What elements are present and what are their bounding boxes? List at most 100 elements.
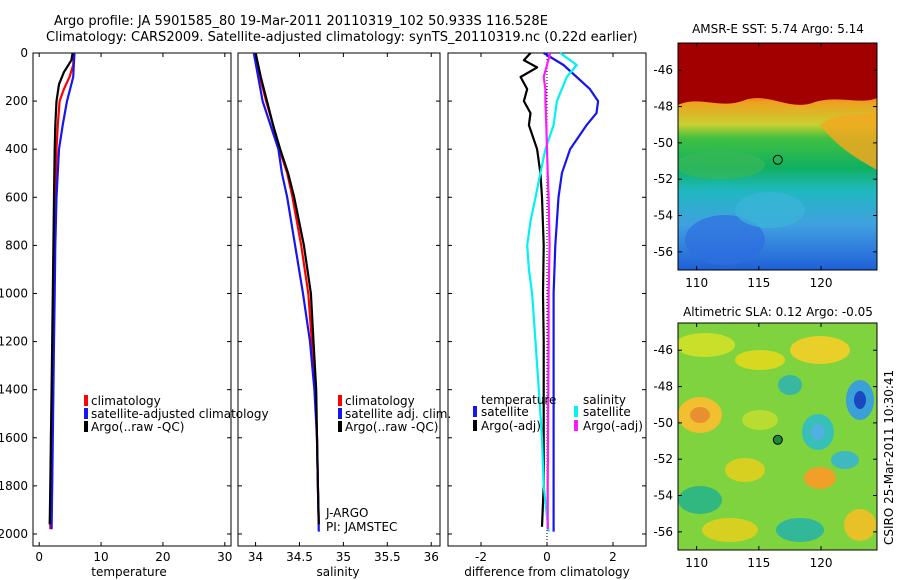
salinity-xlabel: salinity — [316, 565, 359, 579]
sla-blob — [776, 518, 824, 542]
legend-label-argo: Argo(..raw -QC) — [91, 420, 184, 434]
x-tick-label: 20 — [155, 550, 170, 564]
x-tick-label: 34.5 — [286, 550, 313, 564]
header-line-2: Climatology: CARS2009. Satellite-adjuste… — [46, 30, 638, 45]
sla-float-marker — [772, 434, 783, 445]
sst-map-title: AMSR-E SST: 5.74 Argo: 5.14 — [692, 22, 864, 36]
x-tick-label: -2 — [475, 550, 487, 564]
legend-swatch-temp-satellite — [473, 406, 477, 417]
legend-label-sal-satellite: satellite — [583, 405, 631, 419]
x-tick-label: 2 — [609, 550, 617, 564]
sla-map-frame — [677, 322, 878, 551]
y-tick-label: -54 — [653, 209, 673, 223]
temperature-axes-frame — [32, 52, 232, 547]
y-tick-label: 400 — [5, 142, 28, 156]
y-tick-label: 600 — [5, 190, 28, 204]
series-line-satellite-adjusted-climatology — [50, 52, 76, 530]
sst-heatmap — [678, 43, 877, 270]
y-tick-label: 1200 — [0, 335, 28, 349]
sst-green-band — [678, 151, 765, 179]
series-line-argo-raw-qc- — [48, 52, 74, 525]
difference-lines — [519, 52, 600, 532]
temperature-legend: climatology satellite-adjusted climatolo… — [84, 394, 269, 434]
difference-ticks: -2 0 2 — [448, 52, 646, 564]
legend-title-temperature: temperature — [481, 393, 556, 407]
sla-blob — [844, 509, 876, 541]
salinity-legend: climatology satellite adj. clim. Argo(..… — [338, 394, 451, 434]
y-tick-label: 2000 — [0, 527, 28, 541]
series-line-temperature-argo-adj- — [519, 52, 545, 527]
series-line-salinity-satellite — [526, 52, 578, 532]
legend-swatch-sal-satellite — [574, 406, 578, 417]
salinity-annotation-pi: PI: JAMSTEC — [326, 520, 397, 534]
series-line-temperature-satellite — [543, 52, 600, 532]
legend-label-argo: Argo(..raw -QC) — [345, 420, 438, 434]
sst-warm-region — [678, 43, 877, 105]
sla-blob — [690, 407, 710, 423]
header-line-1: Argo profile: JA 5901585_80 19-Mar-2011 … — [54, 14, 548, 29]
sst-float-marker — [772, 154, 783, 165]
y-tick-label: -52 — [653, 172, 673, 186]
difference-panel: -2 0 2 difference from climatology tempera… — [447, 52, 647, 579]
x-tick-label: 120 — [810, 556, 833, 570]
sst-map-panel: AMSR-E SST: 5.74 Argo: 5.14 110 115 120 -46… — [653, 22, 878, 290]
salinity-ticks: 34 34.5 35 35.5 36 — [238, 52, 440, 564]
x-tick-label: 35 — [336, 550, 351, 564]
sla-blob — [804, 467, 836, 489]
y-tick-label: -54 — [653, 489, 673, 503]
x-tick-label: 110 — [685, 276, 708, 290]
y-tick-label: -46 — [653, 343, 673, 357]
sla-blob — [831, 451, 859, 469]
sla-blob — [778, 375, 802, 395]
y-tick-label: 1600 — [0, 431, 28, 445]
x-tick-label: 120 — [810, 276, 833, 290]
x-tick-label: 0 — [35, 550, 43, 564]
sst-cyan-patch — [735, 192, 805, 228]
side-credit-label: CSIRO 25-Mar-2011 10:30:41 — [882, 370, 896, 545]
legend-label-climatology: climatology — [345, 394, 415, 408]
sla-blob — [790, 336, 850, 364]
sla-heatmap — [678, 323, 877, 550]
legend-label-satellite-adj: satellite adj. clim. — [345, 407, 451, 421]
y-tick-label: -46 — [653, 63, 673, 77]
y-tick-label: -48 — [653, 380, 673, 394]
legend-label-climatology: climatology — [91, 394, 161, 408]
series-line-salinity-argo-adj- — [542, 52, 552, 530]
x-tick-label: 115 — [747, 556, 770, 570]
y-tick-label: -56 — [653, 525, 673, 539]
legend-swatch-satellite-adj — [338, 408, 342, 419]
y-tick-label: 1800 — [0, 479, 28, 493]
y-tick-label: 800 — [5, 238, 28, 252]
temperature-panel: 0 10 20 30 0 200 400 600 800 1000 1200 1400 1600 1800… — [0, 46, 269, 579]
legend-swatch-climatology — [84, 395, 88, 406]
x-tick-label: 10 — [93, 550, 108, 564]
difference-xlabel: difference from climatology — [464, 565, 630, 579]
y-tick-label: 0 — [20, 46, 28, 60]
temperature-lines — [48, 52, 76, 530]
x-tick-label: 0 — [543, 550, 551, 564]
legend-title-salinity: salinity — [583, 393, 626, 407]
x-tick-label: 35.5 — [374, 550, 401, 564]
y-tick-label: 1000 — [0, 286, 28, 300]
sla-blob — [678, 486, 722, 514]
y-tick-label: -50 — [653, 416, 673, 430]
y-tick-label: 200 — [5, 94, 28, 108]
series-line-argo-raw-qc- — [254, 52, 320, 525]
y-tick-label: -48 — [653, 100, 673, 114]
sst-orange-patch — [820, 112, 877, 170]
salinity-axes-frame — [237, 52, 441, 547]
sst-cold-patch — [685, 215, 765, 265]
legend-swatch-argo — [338, 421, 342, 432]
salinity-lines — [252, 52, 320, 532]
y-tick-label: 1400 — [0, 383, 28, 397]
y-tick-label: -50 — [653, 136, 673, 150]
sla-blob — [725, 458, 765, 482]
legend-swatch-satellite-adjusted — [84, 408, 88, 419]
x-tick-label: 30 — [217, 550, 232, 564]
legend-swatch-temp-argo — [473, 420, 477, 431]
sla-blob — [735, 350, 785, 370]
salinity-annotation-jargo: J-ARGO — [325, 506, 368, 520]
legend-label-satellite-adjusted: satellite-adjusted climatology — [91, 407, 269, 421]
sla-blob — [854, 391, 866, 409]
